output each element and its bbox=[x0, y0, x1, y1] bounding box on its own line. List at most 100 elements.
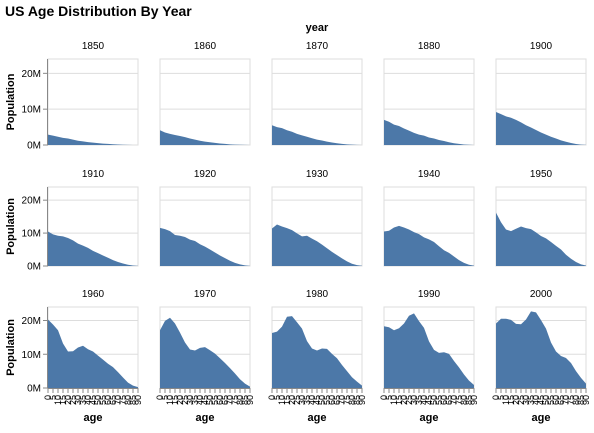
x-tick-label-25: 25 bbox=[404, 395, 414, 405]
area-1860 bbox=[160, 130, 250, 145]
area-1980 bbox=[272, 316, 362, 388]
panel-1870: 1870 bbox=[271, 41, 363, 146]
area-1990 bbox=[384, 313, 474, 388]
x-tick-label-25: 25 bbox=[292, 395, 302, 405]
y-tick-label-0M: 0M bbox=[27, 141, 41, 152]
x-tick-label-15: 15 bbox=[58, 395, 68, 405]
x-tick-label-0: 0 bbox=[43, 395, 53, 400]
x-tick-label-45: 45 bbox=[312, 395, 322, 405]
x-tick-label-0: 0 bbox=[155, 395, 165, 400]
x-tick-label-70: 70 bbox=[449, 395, 459, 405]
x-tick-label-30: 30 bbox=[521, 395, 531, 405]
y-tick-label-10M: 10M bbox=[22, 229, 41, 240]
x-tick-label-10: 10 bbox=[501, 395, 511, 405]
x-axis-title: age bbox=[420, 412, 439, 424]
x-tick-label-65: 65 bbox=[556, 395, 566, 405]
x-tick-label-50: 50 bbox=[205, 395, 215, 405]
x-tick-label-25: 25 bbox=[68, 395, 78, 405]
panel-1860: 1860 bbox=[159, 41, 251, 146]
column-title: year bbox=[306, 22, 329, 34]
panel-1980: 1980 051015202530354045505560657075808590… bbox=[267, 289, 367, 424]
y-tick-label-10M: 10M bbox=[22, 350, 41, 361]
x-tick-label-40: 40 bbox=[419, 395, 429, 405]
x-tick-label-0: 0 bbox=[379, 395, 389, 400]
x-tick-label-30: 30 bbox=[73, 395, 83, 405]
y-tick-label-20M: 20M bbox=[22, 196, 41, 207]
x-tick-label-75: 75 bbox=[342, 395, 352, 405]
x-tick-label-55: 55 bbox=[98, 395, 108, 405]
x-tick-label-85: 85 bbox=[576, 395, 586, 405]
x-tick-label-85: 85 bbox=[128, 395, 138, 405]
x-tick-label-55: 55 bbox=[322, 395, 332, 405]
y-tick-label-20M: 20M bbox=[22, 316, 41, 327]
x-tick-label-35: 35 bbox=[414, 395, 424, 405]
panel-header-1850: 1850 bbox=[82, 41, 105, 52]
x-tick-label-20: 20 bbox=[287, 395, 297, 405]
y-axis-title: Population bbox=[5, 73, 17, 130]
panel-1910: 1910 0M 10M 20M Population bbox=[5, 169, 139, 273]
x-tick-label-0: 0 bbox=[267, 395, 277, 400]
x-tick-label-25: 25 bbox=[180, 395, 190, 405]
x-tick-label-10: 10 bbox=[389, 395, 399, 405]
x-axis-title: age bbox=[308, 412, 327, 424]
x-tick-label-5: 5 bbox=[496, 395, 506, 400]
x-axis-title: age bbox=[532, 412, 551, 424]
x-tick-label-80: 80 bbox=[235, 395, 245, 405]
panels-layer: 1850 0M 10M 20M Population 1860 1870 1880 1900 19… bbox=[5, 41, 591, 424]
panel-1900: 1900 bbox=[495, 41, 587, 146]
panel-1880: 1880 bbox=[383, 41, 475, 146]
x-tick-label-20: 20 bbox=[175, 395, 185, 405]
area-1870 bbox=[272, 125, 362, 145]
x-tick-label-35: 35 bbox=[190, 395, 200, 405]
x-tick-label-55: 55 bbox=[434, 395, 444, 405]
x-tick-label-20: 20 bbox=[399, 395, 409, 405]
x-tick-label-45: 45 bbox=[424, 395, 434, 405]
x-tick-label-90: 90 bbox=[245, 395, 255, 405]
y-tick-label-10M: 10M bbox=[22, 105, 41, 116]
area-2000 bbox=[496, 311, 586, 388]
panel-header-1940: 1940 bbox=[418, 169, 441, 180]
x-tick-label-60: 60 bbox=[439, 395, 449, 405]
x-tick-label-80: 80 bbox=[123, 395, 133, 405]
x-tick-label-15: 15 bbox=[506, 395, 516, 405]
x-tick-label-65: 65 bbox=[220, 395, 230, 405]
x-axis-title: age bbox=[196, 412, 215, 424]
x-tick-label-20: 20 bbox=[511, 395, 521, 405]
x-tick-label-85: 85 bbox=[464, 395, 474, 405]
x-tick-label-10: 10 bbox=[165, 395, 175, 405]
x-tick-label-75: 75 bbox=[118, 395, 128, 405]
area-1940 bbox=[384, 225, 474, 266]
x-tick-label-60: 60 bbox=[215, 395, 225, 405]
x-tick-label-65: 65 bbox=[108, 395, 118, 405]
panel-frame bbox=[47, 58, 139, 146]
panel-header-1950: 1950 bbox=[530, 169, 553, 180]
x-tick-label-80: 80 bbox=[459, 395, 469, 405]
x-tick-label-45: 45 bbox=[200, 395, 210, 405]
x-tick-label-85: 85 bbox=[352, 395, 362, 405]
panel-1930: 1930 bbox=[271, 169, 363, 267]
panel-1970: 1970 051015202530354045505560657075808590… bbox=[155, 289, 255, 424]
area-1900 bbox=[496, 112, 586, 145]
x-tick-label-40: 40 bbox=[83, 395, 93, 405]
x-tick-label-40: 40 bbox=[195, 395, 205, 405]
x-tick-label-75: 75 bbox=[230, 395, 240, 405]
x-tick-label-30: 30 bbox=[409, 395, 419, 405]
x-tick-label-90: 90 bbox=[581, 395, 591, 405]
x-tick-label-70: 70 bbox=[225, 395, 235, 405]
area-1920 bbox=[160, 227, 250, 266]
x-tick-label-70: 70 bbox=[113, 395, 123, 405]
x-tick-label-15: 15 bbox=[170, 395, 180, 405]
x-tick-label-5: 5 bbox=[272, 395, 282, 400]
x-tick-label-35: 35 bbox=[526, 395, 536, 405]
panel-header-1970: 1970 bbox=[194, 289, 217, 300]
x-tick-label-5: 5 bbox=[48, 395, 58, 400]
y-axis-title: Population bbox=[5, 198, 17, 255]
panel-header-1990: 1990 bbox=[418, 289, 441, 300]
area-1880 bbox=[384, 119, 474, 145]
x-tick-label-0: 0 bbox=[491, 395, 501, 400]
panel-header-1960: 1960 bbox=[82, 289, 105, 300]
x-tick-label-60: 60 bbox=[103, 395, 113, 405]
x-tick-label-50: 50 bbox=[541, 395, 551, 405]
